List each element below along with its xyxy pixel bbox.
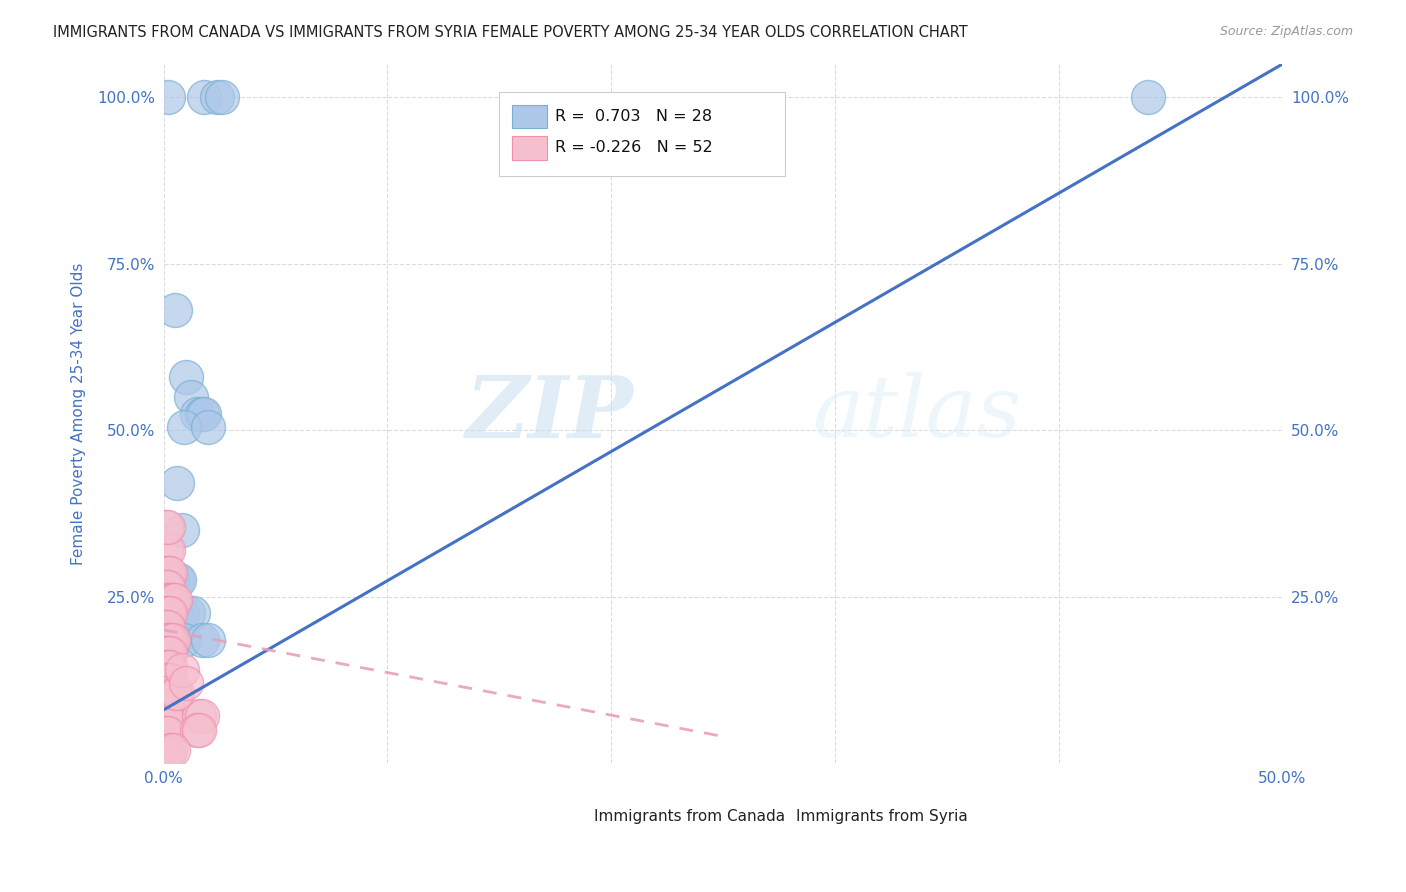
- Point: [155, 543, 177, 558]
- Point: [181, 607, 204, 621]
- Point: [155, 686, 177, 700]
- Point: [159, 593, 181, 607]
- Point: [174, 370, 197, 384]
- Point: [155, 520, 177, 534]
- Point: [155, 593, 177, 607]
- Point: [155, 619, 177, 633]
- Point: [173, 632, 195, 647]
- Point: [155, 699, 177, 714]
- Point: [159, 632, 181, 647]
- Point: [157, 580, 180, 594]
- Point: [186, 407, 208, 421]
- Point: [157, 90, 180, 104]
- Point: [190, 632, 212, 647]
- Point: [157, 686, 180, 700]
- Text: ZIP: ZIP: [465, 372, 634, 455]
- Point: [193, 407, 215, 421]
- Point: [188, 709, 211, 723]
- Point: [177, 607, 200, 621]
- Point: [157, 593, 180, 607]
- Point: [188, 723, 211, 737]
- Point: [159, 743, 181, 757]
- Point: [163, 607, 186, 621]
- FancyBboxPatch shape: [512, 104, 547, 128]
- Point: [157, 607, 180, 621]
- Point: [197, 420, 219, 434]
- Point: [166, 686, 188, 700]
- Point: [155, 580, 177, 594]
- Point: [155, 726, 177, 740]
- Point: [166, 476, 188, 491]
- Point: [173, 420, 195, 434]
- Point: [157, 520, 180, 534]
- Point: [159, 659, 181, 673]
- Point: [190, 407, 212, 421]
- Point: [155, 673, 177, 687]
- Point: [155, 713, 177, 727]
- Point: [157, 646, 180, 660]
- Point: [155, 607, 177, 621]
- Point: [157, 619, 180, 633]
- Point: [157, 607, 180, 621]
- Point: [170, 663, 193, 677]
- Point: [159, 646, 181, 660]
- Point: [159, 607, 181, 621]
- Text: IMMIGRANTS FROM CANADA VS IMMIGRANTS FROM SYRIA FEMALE POVERTY AMONG 25-34 YEAR : IMMIGRANTS FROM CANADA VS IMMIGRANTS FRO…: [53, 25, 969, 40]
- Point: [162, 573, 184, 587]
- Point: [159, 607, 181, 621]
- Point: [159, 673, 181, 687]
- Text: Immigrants from Canada: Immigrants from Canada: [595, 809, 786, 824]
- Text: Immigrants from Syria: Immigrants from Syria: [796, 809, 967, 824]
- Point: [155, 632, 177, 647]
- Point: [190, 709, 212, 723]
- Point: [157, 699, 180, 714]
- Point: [163, 303, 186, 318]
- Point: [155, 746, 177, 760]
- Point: [155, 659, 177, 673]
- Point: [207, 90, 229, 104]
- Text: R =  0.703   N = 28: R = 0.703 N = 28: [555, 109, 713, 124]
- Point: [157, 632, 180, 647]
- Point: [157, 543, 180, 558]
- Point: [162, 632, 184, 647]
- Point: [169, 573, 191, 587]
- FancyBboxPatch shape: [761, 807, 789, 828]
- Point: [157, 673, 180, 687]
- Point: [166, 573, 188, 587]
- Text: R = -0.226   N = 52: R = -0.226 N = 52: [555, 140, 713, 155]
- FancyBboxPatch shape: [499, 92, 785, 176]
- Point: [174, 676, 197, 690]
- Point: [159, 632, 181, 647]
- Point: [1137, 90, 1160, 104]
- FancyBboxPatch shape: [512, 136, 547, 160]
- Point: [155, 646, 177, 660]
- Point: [157, 659, 180, 673]
- Point: [186, 723, 208, 737]
- Point: [180, 390, 202, 404]
- FancyBboxPatch shape: [558, 807, 588, 828]
- Point: [162, 593, 184, 607]
- Point: [162, 743, 184, 757]
- Point: [170, 523, 193, 537]
- Point: [163, 686, 186, 700]
- Point: [157, 713, 180, 727]
- Point: [163, 632, 186, 647]
- Y-axis label: Female Poverty Among 25-34 Year Olds: Female Poverty Among 25-34 Year Olds: [72, 262, 86, 565]
- Point: [157, 746, 180, 760]
- Point: [157, 726, 180, 740]
- Point: [155, 566, 177, 581]
- Point: [211, 90, 233, 104]
- Point: [170, 607, 193, 621]
- Point: [193, 90, 215, 104]
- Point: [197, 632, 219, 647]
- Point: [163, 593, 186, 607]
- Point: [157, 566, 180, 581]
- Point: [159, 566, 181, 581]
- Text: atlas: atlas: [813, 372, 1022, 455]
- Text: Source: ZipAtlas.com: Source: ZipAtlas.com: [1219, 25, 1353, 38]
